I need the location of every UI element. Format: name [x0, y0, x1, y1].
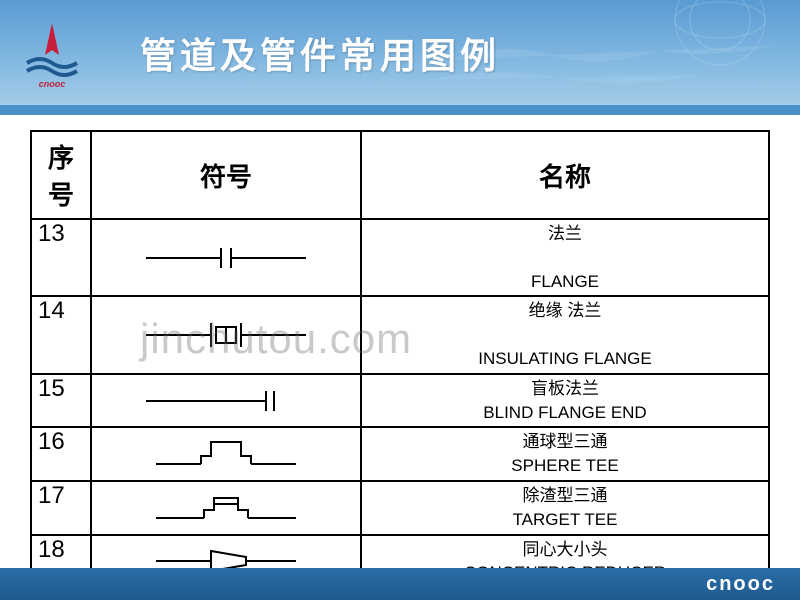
sphere-tee-icon	[126, 434, 326, 474]
blind-flange-icon	[126, 383, 326, 419]
row-name: 盲板法兰 BLIND FLANGE END	[361, 374, 769, 428]
name-cn: 同心大小头	[364, 538, 766, 562]
row-num: 15	[31, 374, 91, 428]
table-row: 17 除渣型三通 TARGET TEE	[31, 481, 769, 535]
name-en: BLIND FLANGE END	[364, 401, 766, 425]
cnooc-logo-icon: cnooc	[15, 15, 90, 90]
name-en: SPHERE TEE	[364, 454, 766, 478]
table-row: 14 绝缘 法兰 INSULATING FLANGE	[31, 296, 769, 373]
header-name: 名称	[361, 131, 769, 219]
name-en: TARGET TEE	[364, 508, 766, 532]
name-cn: 绝缘 法兰	[364, 299, 766, 323]
name-cn: 盲板法兰	[364, 377, 766, 401]
symbol-flange	[91, 219, 361, 296]
header-symbol: 符号	[91, 131, 361, 219]
header-divider	[0, 105, 800, 115]
name-en: FLANGE	[364, 270, 766, 294]
flange-icon	[126, 238, 326, 278]
row-name: 除渣型三通 TARGET TEE	[361, 481, 769, 535]
row-name: 通球型三通 SPHERE TEE	[361, 427, 769, 481]
name-en: INSULATING FLANGE	[364, 347, 766, 371]
table-header-row: 序号 符号 名称	[31, 131, 769, 219]
name-cn: 通球型三通	[364, 430, 766, 454]
row-num: 14	[31, 296, 91, 373]
insulating-flange-icon	[126, 315, 326, 355]
row-num: 13	[31, 219, 91, 296]
table-row: 13 法兰 FLANGE	[31, 219, 769, 296]
row-name: 绝缘 法兰 INSULATING FLANGE	[361, 296, 769, 373]
slide-header: cnooc 管道及管件常用图例	[0, 0, 800, 105]
symbol-legend-table: 序号 符号 名称 13 法兰 FLANG	[30, 130, 770, 589]
slide-title: 管道及管件常用图例	[140, 27, 500, 79]
symbol-insulating-flange	[91, 296, 361, 373]
row-num: 16	[31, 427, 91, 481]
name-cn: 除渣型三通	[364, 484, 766, 508]
table-row: 15 盲板法兰 BLIND FLANGE END	[31, 374, 769, 428]
table-row: 16 通球型三通 SPHERE TEE	[31, 427, 769, 481]
target-tee-icon	[126, 488, 326, 528]
header-num: 序号	[31, 131, 91, 219]
row-name: 法兰 FLANGE	[361, 219, 769, 296]
symbol-target-tee	[91, 481, 361, 535]
svg-text:cnooc: cnooc	[39, 79, 66, 89]
symbol-blind-flange	[91, 374, 361, 428]
name-cn: 法兰	[364, 222, 766, 246]
footer-brand: cnooc	[706, 573, 775, 596]
symbol-sphere-tee	[91, 427, 361, 481]
slide-footer: cnooc	[0, 568, 800, 600]
slide-content: jinchutou.com 序号 符号 名称 13	[0, 115, 800, 604]
row-num: 17	[31, 481, 91, 535]
